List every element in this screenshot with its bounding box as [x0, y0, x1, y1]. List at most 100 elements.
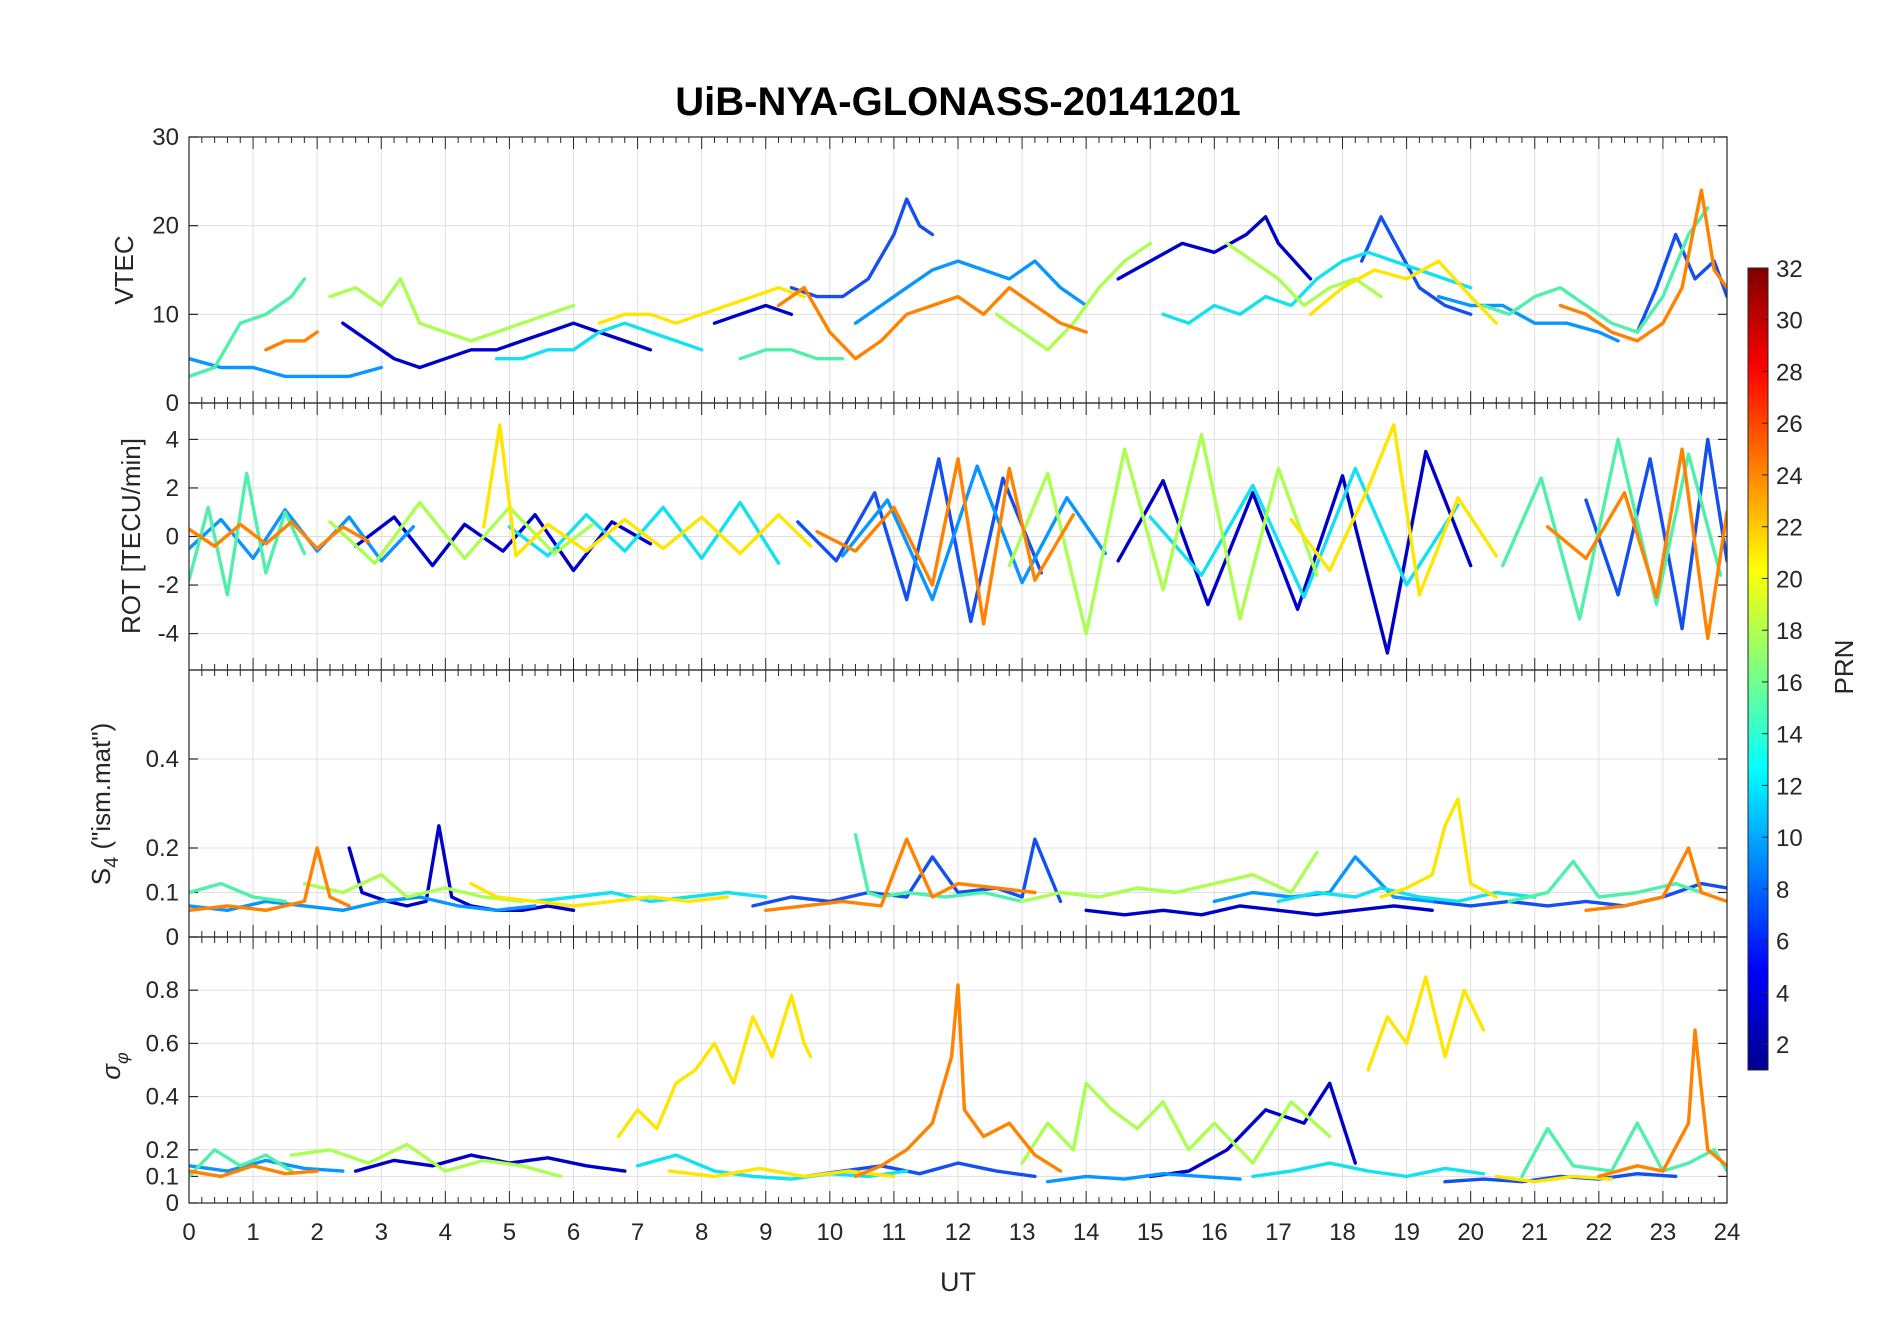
series-line-prn-9 — [189, 357, 383, 379]
series-line-prn-24 — [764, 837, 1037, 912]
x-tick-label: 14 — [1073, 1219, 1100, 1246]
series-line-prn-3 — [1116, 215, 1313, 281]
chart-title: UiB-NYA-GLONASS-20141201 — [675, 80, 1240, 124]
series-line-prn-17 — [289, 1142, 563, 1179]
x-tick-label: 11 — [881, 1219, 906, 1246]
series-group — [189, 975, 1727, 1184]
series-line-prn-12 — [494, 321, 704, 361]
colorbar-label: PRN — [1829, 640, 1859, 695]
x-tick-label: 21 — [1521, 1219, 1548, 1246]
colorbar-tick-label: 8 — [1776, 877, 1789, 904]
series-line-prn-12 — [1148, 466, 1460, 599]
colorbar-tick-label: 12 — [1776, 773, 1803, 800]
series-line-prn-24 — [853, 983, 1063, 1179]
y-tick-label: 0.2 — [146, 835, 179, 862]
y-tick-label: 4 — [166, 426, 179, 453]
y-tick-label: 0 — [166, 524, 179, 551]
series-line-prn-24 — [189, 520, 371, 551]
series-line-prn-21 — [1289, 423, 1499, 597]
series-group — [189, 188, 1727, 379]
series-line-prn-6 — [789, 197, 935, 299]
x-tick-label: 23 — [1650, 1219, 1677, 1246]
series-line-prn-6 — [796, 457, 1044, 624]
series-line-prn-17 — [1007, 432, 1319, 636]
y-tick-label: -4 — [158, 621, 179, 648]
colorbar-tick-label: 14 — [1776, 722, 1803, 749]
s4-panel: 0 0.1 0.2 0.4 — [146, 669, 1728, 951]
colorbar-tick-label: 20 — [1776, 566, 1803, 593]
vtec-ylabel: VTEC — [109, 235, 139, 304]
y-tick-label: 0.2 — [146, 1137, 179, 1164]
series-line-prn-12 — [1251, 1161, 1486, 1179]
colorbar-tick-label: 2 — [1776, 1032, 1789, 1059]
series-line-prn-12 — [635, 1153, 909, 1181]
x-tick-label: 13 — [1009, 1219, 1036, 1246]
series-line-prn-24 — [264, 330, 319, 352]
x-tick-label: 19 — [1393, 1219, 1420, 1246]
series-line-prn-24 — [1545, 447, 1727, 641]
series-line-prn-24 — [776, 286, 1088, 361]
series-line-prn-15 — [1481, 206, 1710, 334]
series-line-prn-9 — [1436, 294, 1620, 343]
colorbar-tick-label: 22 — [1776, 515, 1803, 542]
series-line-prn-17 — [994, 241, 1153, 352]
series-line-prn-21 — [597, 286, 806, 325]
colorbar-bar — [1747, 267, 1769, 1071]
y-tick-label: 2 — [166, 475, 179, 502]
x-tick-label: 24 — [1714, 1219, 1741, 1246]
series-line-prn-6 — [1359, 215, 1473, 316]
x-tick-label: 15 — [1137, 1219, 1164, 1246]
y-tick-label: 0 — [166, 390, 179, 417]
series-line-prn-17 — [302, 873, 524, 904]
x-tick-label: 7 — [631, 1219, 644, 1246]
colorbar-tick-label: 18 — [1776, 618, 1803, 645]
series-line-prn-3 — [1084, 904, 1434, 917]
y-tick-label: 0.4 — [146, 746, 179, 773]
vtec-panel: 0 10 20 30 — [152, 124, 1728, 417]
series-line-prn-9 — [189, 895, 537, 912]
x-tick-label: 16 — [1201, 1219, 1228, 1246]
x-tick-label: 3 — [375, 1219, 388, 1246]
colorbar-tick-label: 32 — [1776, 256, 1803, 283]
series-line-prn-21 — [1494, 1174, 1614, 1184]
x-tick-label: 17 — [1265, 1219, 1292, 1246]
colorbar-tick-label: 10 — [1776, 825, 1803, 852]
y-tick-label: 0.1 — [146, 1163, 179, 1190]
series-line-prn-15 — [189, 881, 287, 904]
series-line-prn-9 — [840, 464, 1108, 602]
series-line-prn-21 — [482, 423, 813, 558]
series-line-prn-3 — [1116, 449, 1473, 655]
series-line-prn-24 — [1558, 188, 1727, 343]
sigma-phi-ylabel: σφ — [96, 1052, 132, 1080]
y-tick-label: 0 — [166, 1190, 179, 1217]
series-line-prn-17 — [328, 500, 595, 565]
series-line-prn-15 — [189, 471, 307, 597]
s4-ylabel-text: S4 ("ism.mat") — [86, 723, 123, 885]
series-line-prn-15 — [853, 832, 1024, 904]
x-tick-label: 12 — [945, 1219, 972, 1246]
y-tick-label: 20 — [152, 213, 179, 240]
colorbar-tick-label: 26 — [1776, 411, 1803, 438]
axes-box — [188, 936, 1728, 1204]
y-tick-label: 0.6 — [146, 1030, 179, 1057]
colorbar-tick-label: 6 — [1776, 929, 1789, 956]
rot-panel: -4 -2 0 2 4 — [158, 402, 1728, 671]
series-line-prn-9 — [853, 259, 1088, 325]
series-line-prn-15 — [189, 277, 307, 379]
series-line-prn-9 — [189, 1158, 345, 1173]
series-line-prn-21 — [667, 1166, 896, 1179]
series-line-prn-3 — [353, 1153, 627, 1173]
series-group — [189, 797, 1727, 917]
series-line-prn-3 — [1148, 1081, 1358, 1179]
series-line-prn-21 — [616, 993, 813, 1139]
series-line-prn-12 — [507, 500, 781, 565]
series-group — [189, 423, 1727, 655]
series-line-prn-17 — [328, 277, 576, 343]
colorbar-tick-label: 24 — [1776, 463, 1803, 490]
rot-ylabel: ROT [TECU/min] — [116, 438, 146, 634]
y-tick-label: 0.4 — [146, 1084, 179, 1111]
series-line-prn-15 — [1500, 437, 1723, 621]
s4-ylabel: S4 ("ism.mat") — [86, 723, 123, 885]
